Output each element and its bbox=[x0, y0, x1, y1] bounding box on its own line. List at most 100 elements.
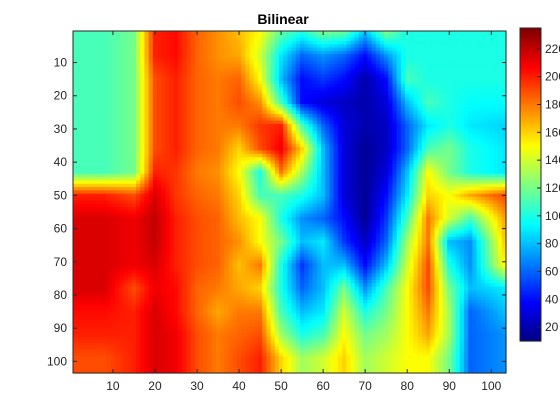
heatmap-cell bbox=[325, 97, 331, 102]
heatmap-cell bbox=[493, 37, 499, 42]
heatmap-cell bbox=[186, 40, 192, 45]
heatmap-cell bbox=[350, 140, 356, 145]
heatmap-cell bbox=[489, 34, 494, 39]
heatmap-cell bbox=[367, 137, 373, 142]
heatmap-cell bbox=[207, 54, 213, 59]
heatmap-cell bbox=[123, 167, 129, 172]
heatmap-cell bbox=[98, 37, 104, 42]
heatmap-cell bbox=[291, 40, 297, 45]
heatmap-cell bbox=[379, 123, 385, 128]
heatmap-cell bbox=[283, 97, 288, 102]
heatmap-cell bbox=[85, 117, 91, 122]
heatmap-cell bbox=[396, 64, 402, 69]
heatmap-cell bbox=[493, 107, 499, 112]
heatmap-cell bbox=[102, 80, 108, 85]
heatmap-cell bbox=[400, 127, 406, 132]
heatmap-cell bbox=[447, 177, 452, 182]
heatmap-cell bbox=[136, 90, 141, 95]
heatmap-cell bbox=[375, 64, 381, 69]
heatmap-cell bbox=[77, 123, 82, 128]
heatmap-cell bbox=[430, 167, 436, 172]
heatmap-cell bbox=[342, 187, 347, 191]
heatmap-cell bbox=[211, 130, 217, 135]
heatmap-cell bbox=[400, 147, 406, 152]
heatmap-cell bbox=[152, 180, 158, 185]
heatmap-cell bbox=[304, 84, 310, 89]
heatmap-cell bbox=[463, 44, 469, 49]
heatmap-cell bbox=[300, 157, 305, 162]
heatmap-cell bbox=[392, 100, 398, 105]
heatmap-cell bbox=[358, 57, 364, 62]
heatmap-cell bbox=[434, 31, 440, 35]
heatmap-cell bbox=[245, 37, 251, 42]
heatmap-cell bbox=[388, 94, 394, 99]
heatmap-cell bbox=[455, 37, 461, 42]
heatmap-cell bbox=[215, 143, 221, 148]
heatmap-cell bbox=[241, 34, 246, 39]
heatmap-cell bbox=[484, 77, 490, 82]
heatmap-cell bbox=[178, 133, 183, 138]
heatmap-cell bbox=[123, 143, 129, 148]
heatmap-cell bbox=[144, 47, 150, 52]
heatmap-cell bbox=[476, 177, 482, 182]
heatmap-cell bbox=[186, 34, 192, 39]
heatmap-cell bbox=[417, 84, 423, 89]
heatmap-cell bbox=[119, 60, 125, 65]
heatmap-cell bbox=[173, 80, 179, 85]
heatmap-cell bbox=[484, 100, 490, 105]
heatmap-cell bbox=[249, 150, 255, 155]
heatmap-cell bbox=[325, 123, 331, 128]
heatmap-cell bbox=[400, 104, 406, 108]
heatmap-cell bbox=[203, 114, 209, 118]
heatmap-cell bbox=[136, 190, 141, 195]
heatmap-cell bbox=[405, 34, 410, 39]
heatmap-cell bbox=[459, 84, 465, 89]
heatmap-cell bbox=[127, 153, 133, 158]
heatmap-cell bbox=[484, 160, 490, 165]
heatmap-cell bbox=[115, 104, 120, 108]
heatmap-cell bbox=[190, 170, 196, 175]
heatmap-cell bbox=[300, 94, 305, 99]
heatmap-cell bbox=[346, 70, 352, 75]
heatmap-cell bbox=[131, 97, 137, 102]
heatmap-cell bbox=[300, 123, 305, 128]
heatmap-cell bbox=[413, 37, 419, 42]
heatmap-cell bbox=[278, 70, 284, 75]
heatmap-cell bbox=[354, 70, 360, 75]
heatmap-cell bbox=[379, 57, 385, 62]
heatmap-cell bbox=[321, 54, 326, 59]
heatmap-cell bbox=[333, 94, 339, 99]
heatmap-cell bbox=[363, 150, 368, 155]
heatmap-cell bbox=[484, 140, 490, 145]
heatmap-cell bbox=[329, 110, 335, 115]
heatmap-cell bbox=[228, 143, 234, 148]
heatmap-cell bbox=[304, 100, 310, 105]
heatmap-cell bbox=[119, 160, 125, 165]
heatmap-cell bbox=[379, 147, 385, 152]
heatmap-cell bbox=[253, 160, 259, 165]
heatmap-cell bbox=[295, 80, 301, 85]
heatmap-cell bbox=[173, 50, 179, 55]
heatmap-cell bbox=[73, 37, 78, 42]
heatmap-cell bbox=[253, 104, 259, 108]
heatmap-cell bbox=[489, 70, 494, 75]
heatmap-cell bbox=[342, 110, 347, 115]
heatmap-cell bbox=[123, 44, 129, 49]
heatmap-cell bbox=[241, 160, 246, 165]
heatmap-cell bbox=[384, 40, 389, 45]
heatmap-cell bbox=[77, 117, 82, 122]
heatmap-cell bbox=[144, 147, 150, 152]
heatmap-cell bbox=[140, 34, 146, 39]
heatmap-cell bbox=[186, 67, 192, 72]
heatmap-cell bbox=[447, 183, 452, 188]
heatmap-cell bbox=[442, 143, 448, 148]
heatmap-cell bbox=[333, 173, 339, 178]
heatmap-cell bbox=[350, 67, 356, 72]
heatmap-cell bbox=[405, 147, 410, 152]
heatmap-cell bbox=[476, 100, 482, 105]
heatmap-cell bbox=[81, 183, 87, 188]
heatmap-cell bbox=[451, 127, 457, 132]
heatmap-cell bbox=[144, 123, 150, 128]
heatmap-cell bbox=[207, 133, 213, 138]
heatmap-cell bbox=[358, 153, 364, 158]
